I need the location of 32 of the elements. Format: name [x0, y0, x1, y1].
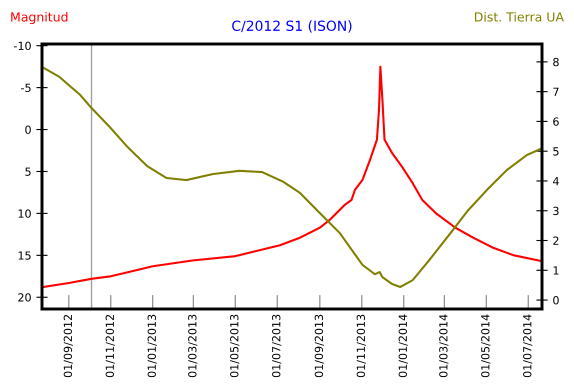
- y-tick-label: 20: [18, 293, 31, 302]
- y2-axis-title: Dist. Tierra UA: [474, 12, 564, 22]
- y2-tick-label: 2: [553, 236, 558, 245]
- y2-tick-label: 8: [553, 58, 559, 66]
- y-tick-label: 0: [25, 126, 31, 134]
- line-series: [42, 66, 542, 288]
- x-tick-label: 01/09/2012: [64, 314, 73, 378]
- y2-tick-label: 4: [552, 177, 559, 186]
- x-tick-label: 01/07/2014: [523, 314, 532, 378]
- y2-tick-label: 7: [553, 88, 559, 96]
- x-tick-label: 01/01/2013: [148, 314, 157, 378]
- y-tick-label: -10: [14, 42, 31, 50]
- x-tick-label: 01/09/2013: [314, 314, 324, 378]
- x-tick-label: 01/03/2013: [188, 314, 198, 378]
- x-tick-label: 01/11/2012: [106, 314, 115, 378]
- y-tick-label: 10: [18, 209, 31, 218]
- chart-title: C/2012 S1 (ISON): [232, 20, 352, 33]
- y2-tick-label: 6: [553, 117, 559, 126]
- y-tick-label: 15: [18, 251, 31, 260]
- x-tick-label: 01/11/2013: [356, 314, 366, 378]
- y2-tick-label: 5: [553, 147, 559, 156]
- x-tick-label: 01/03/2014: [439, 314, 448, 378]
- y-tick-label: -5: [21, 84, 31, 92]
- x-tick-label: 01/07/2013: [272, 314, 282, 378]
- y-tick-label: 5: [25, 168, 31, 176]
- x-tick-label: 01/01/2014: [398, 314, 408, 378]
- y2-tick-label: 3: [553, 206, 559, 216]
- x-tick-label: 01/05/2013: [230, 314, 240, 378]
- x-tick-label: 01/05/2014: [481, 314, 490, 378]
- y2-tick-label: 1: [554, 266, 558, 275]
- y2-tick-label: 0: [553, 296, 559, 304]
- y-axis-title: Magnitud: [11, 12, 68, 24]
